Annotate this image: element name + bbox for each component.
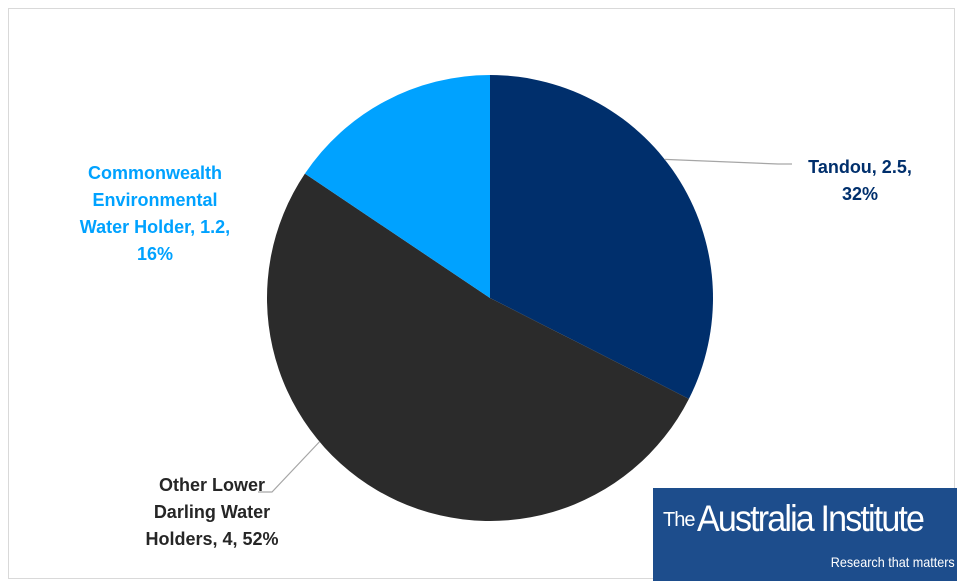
slice-label-tandou: Tandou, 2.5, 32% — [760, 154, 957, 208]
slice-label-line: Darling Water — [153, 502, 271, 522]
slice-label-line: 16% — [136, 244, 174, 264]
leader-line-tandou — [664, 158, 792, 165]
logo-prefix: The — [663, 509, 695, 531]
leader-line-other-lower-darling-water-holders — [258, 441, 320, 493]
slice-label-line: Holders, 4, 52% — [145, 529, 279, 549]
logo-tagline: Research that matters — [831, 554, 955, 570]
pie-slice-other-lower-darling-water-holders — [267, 173, 689, 521]
pie-slices — [267, 75, 713, 521]
slice-label-line: Other Lower — [158, 475, 265, 495]
slice-label-line: Commonwealth — [87, 163, 222, 183]
slice-label-line: Water Holder, 1.2, — [79, 217, 231, 237]
logo-name: Australia Institute — [697, 498, 925, 539]
leader-lines — [258, 158, 792, 493]
slice-label-commonwealth: Commonwealth Environmental Water Holder,… — [40, 160, 270, 268]
slice-label-other-lower-darling: Other Lower Darling Water Holders, 4, 52… — [82, 472, 342, 553]
australia-institute-logo: The Australia Institute Research that ma… — [653, 488, 957, 581]
pie-slice-commonwealth-environmental-water-holder — [304, 75, 490, 298]
slice-label-line: 32% — [841, 184, 879, 204]
slice-label-line: Tandou, 2.5, — [808, 157, 912, 177]
pie-slice-tandou — [490, 75, 713, 399]
slice-label-line: Environmental — [92, 190, 218, 210]
